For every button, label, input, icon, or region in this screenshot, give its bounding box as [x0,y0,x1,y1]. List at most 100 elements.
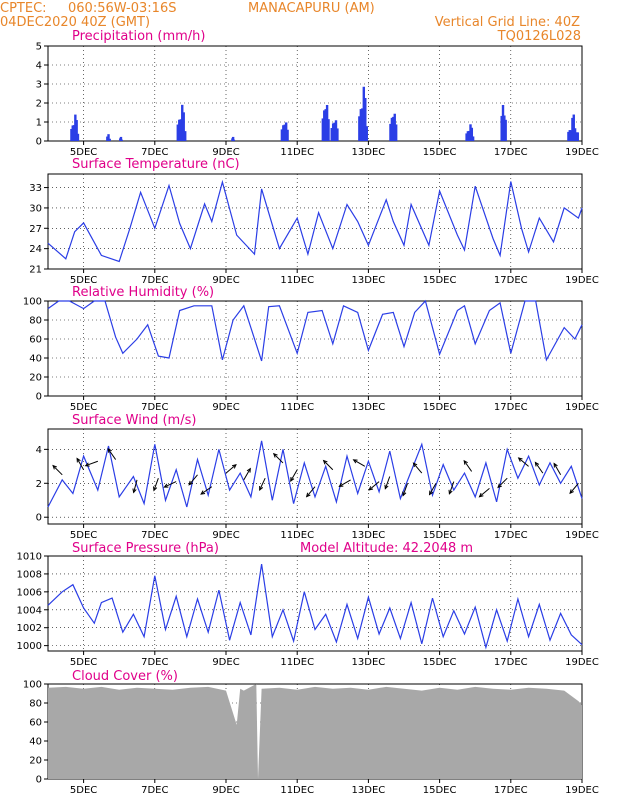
wind-arrow-head [132,488,137,494]
x-tick-label: 9DEC [212,275,239,286]
y-tick-label: 1004 [17,605,42,616]
x-tick-label: 17DEC [494,275,528,286]
panel-frame [47,300,583,397]
wind-arrow-head [305,492,311,498]
panel-frame [47,555,583,652]
y-tick-label: 1006 [17,587,42,598]
precip-bar [573,128,577,141]
wind-arrow [463,460,473,472]
precip-bar [70,128,73,141]
x-tick-label: 5DEC [70,785,97,796]
x-tick-label: 7DEC [141,402,168,413]
y-tick-label: 60 [29,718,42,729]
wind-arrow-head [569,489,574,495]
wind-arrow [188,474,198,486]
x-tick-label: 17DEC [494,530,528,541]
y-tick-label: 100 [23,297,42,308]
precip-bar [469,124,472,141]
x-tick-label: 11DEC [280,402,314,413]
precip-bar [389,123,392,141]
header-location: MANACAPURU (AM) [248,1,375,16]
precip-bar [470,127,474,141]
precip-bar [231,136,235,141]
x-tick-label: 15DEC [423,402,457,413]
precip-bar [568,130,571,141]
wind-arrow-head [368,486,374,491]
precip-bar [321,118,325,141]
precip-bar [232,139,236,141]
precip-bar [471,136,475,141]
x-tick-label: 7DEC [141,147,168,158]
y-tick-label: 60 [29,335,42,346]
pressure-title: Surface Pressure (hPa) [72,541,219,556]
wind-arrow-head [200,490,206,495]
precip-bar [390,117,394,141]
wind-arrow-head [163,483,169,488]
precip-bar [184,131,187,141]
header-coords: 060:56W-03:16S [68,1,176,16]
wind-arrow [448,481,455,494]
x-tick-label: 19DEC [565,657,599,668]
precip-bar [361,108,364,141]
precip-bar [108,138,111,141]
wind-arrow [368,481,380,491]
wind-arrow-head [107,447,112,453]
header-code: TQ0126L028 [497,29,581,44]
y-tick-label: 1000 [17,641,42,652]
wind-arrow-head [259,485,264,492]
y-tick-label: 2 [36,479,42,490]
wind-arrow-head [402,491,407,497]
wind-arrow [518,457,529,467]
precip-bar [179,119,182,141]
wind-arrow-head [272,452,278,458]
wind-arrow-head [517,457,523,462]
precip-bar [362,86,366,141]
precip-bar [333,122,336,141]
series-line [47,440,583,508]
wind-arrow [107,448,117,460]
x-tick-label: 15DEC [423,657,457,668]
wind-arrow [323,460,334,471]
wind-arrow [133,479,138,493]
wind-arrow-head [463,459,468,465]
wind-arrow-head [448,489,453,495]
y-tick-label: 0 [36,513,42,524]
x-tick-label: 5DEC [70,530,97,541]
precip-bar [74,114,77,141]
wind-arrow [429,483,437,495]
precip-bar [327,119,330,141]
x-tick-label: 7DEC [141,275,168,286]
wind-arrow [290,469,298,482]
wind-arrow [306,486,316,497]
x-tick-label: 7DEC [141,785,168,796]
x-tick-label: 9DEC [212,785,239,796]
precip-bar [325,104,329,141]
y-tick-label: 40 [29,354,42,365]
precip-bar [468,130,471,141]
wind-arrow-head [553,462,558,468]
precip-bar [501,104,505,141]
wind-arrow [259,477,266,491]
y-tick-label: 1008 [17,569,42,580]
x-tick-label: 9DEC [212,147,239,158]
wind-arrow [225,464,237,474]
precip-bar [334,120,338,141]
wind-arrow [164,481,177,488]
x-tick-label: 13DEC [352,530,386,541]
x-tick-label: 19DEC [565,275,599,286]
wind-arrow [85,460,99,467]
wind-arrow [153,478,159,491]
y-tick-label: 21 [29,265,42,276]
precip-bar [72,125,76,141]
humidity-title: Relative Humidity (%) [72,285,214,300]
wind-arrow-head [231,464,237,469]
precip-bar [336,128,339,141]
precip-bar [569,130,573,141]
precip-bar [567,131,570,141]
wind-arrow [569,482,579,494]
precip-bar [280,129,284,141]
x-tick-label: 5DEC [70,657,97,668]
model-altitude: Model Altitude: 42.2048 m [300,541,473,556]
x-tick-label: 15DEC [423,785,457,796]
